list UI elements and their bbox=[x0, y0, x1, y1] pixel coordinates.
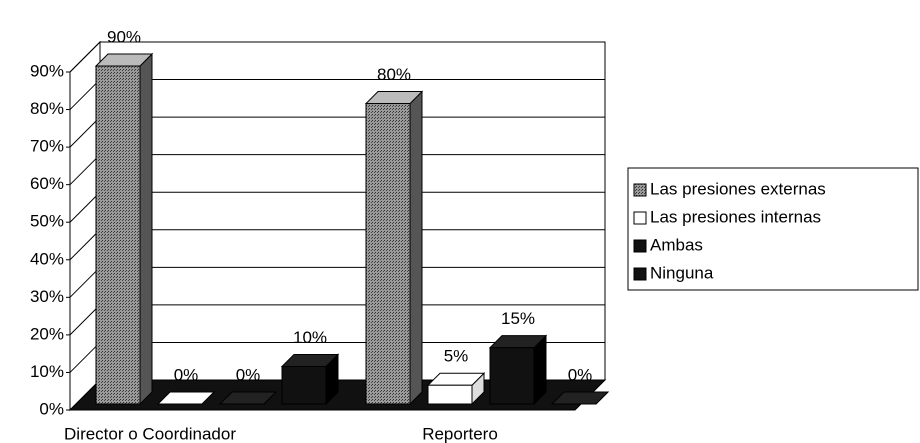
bar bbox=[218, 391, 278, 405]
legend-swatch bbox=[633, 183, 647, 197]
legend-swatch bbox=[633, 267, 647, 281]
legend-swatch bbox=[633, 239, 647, 253]
value-label: 5% bbox=[444, 347, 469, 366]
grid-line bbox=[69, 41, 101, 73]
bar bbox=[364, 90, 424, 406]
bar bbox=[550, 391, 610, 405]
bar-top bbox=[156, 391, 216, 405]
value-label: 0% bbox=[568, 365, 593, 384]
x-tick-label: Reportero bbox=[422, 424, 498, 443]
value-label: 10% bbox=[293, 328, 327, 347]
legend-label: Ambas bbox=[650, 235, 703, 254]
bar bbox=[94, 52, 154, 406]
y-tick-label: 20% bbox=[30, 324, 64, 343]
bar-side bbox=[409, 90, 423, 406]
legend-label: Ninguna bbox=[650, 263, 714, 282]
grid-line bbox=[69, 342, 101, 373]
grid-line bbox=[69, 229, 101, 261]
grid-line bbox=[69, 79, 101, 110]
back-wall bbox=[99, 41, 606, 381]
x-tick-label: Director o Coordinador bbox=[64, 424, 236, 443]
y-tick-label: 80% bbox=[30, 99, 64, 118]
grid-line bbox=[69, 154, 101, 186]
bar-front bbox=[489, 347, 535, 405]
y-tick-label: 70% bbox=[30, 137, 64, 156]
bar-front bbox=[365, 103, 411, 405]
bar-front bbox=[281, 365, 327, 405]
legend-label: Las presiones internas bbox=[650, 207, 821, 226]
y-tick-label: 60% bbox=[30, 174, 64, 193]
grid-line bbox=[69, 191, 101, 223]
bar bbox=[426, 372, 486, 406]
y-tick-label: 10% bbox=[30, 362, 64, 381]
bar-front bbox=[427, 384, 473, 405]
grid-line bbox=[69, 266, 101, 298]
grid-line bbox=[69, 304, 101, 336]
bar-top bbox=[218, 391, 278, 405]
bar bbox=[488, 334, 548, 406]
value-label: 80% bbox=[377, 65, 411, 84]
bar-side bbox=[139, 52, 153, 406]
legend-swatch bbox=[633, 211, 647, 225]
y-tick-label: 40% bbox=[30, 249, 64, 268]
y-tick-label: 0% bbox=[39, 399, 64, 418]
y-tick-label: 30% bbox=[30, 287, 64, 306]
legend-label: Las presiones externas bbox=[650, 179, 826, 198]
y-tick-label: 50% bbox=[30, 212, 64, 231]
y-tick-label: 90% bbox=[30, 61, 64, 80]
value-label: 0% bbox=[236, 365, 261, 384]
bar bbox=[156, 391, 216, 405]
value-label: 15% bbox=[501, 309, 535, 328]
bar-front bbox=[95, 65, 141, 405]
bar bbox=[280, 353, 340, 406]
bar-top bbox=[550, 391, 610, 405]
legend-box bbox=[627, 167, 919, 291]
grid-line bbox=[69, 116, 101, 148]
value-label: 0% bbox=[174, 365, 199, 384]
value-label: 90% bbox=[107, 27, 141, 46]
